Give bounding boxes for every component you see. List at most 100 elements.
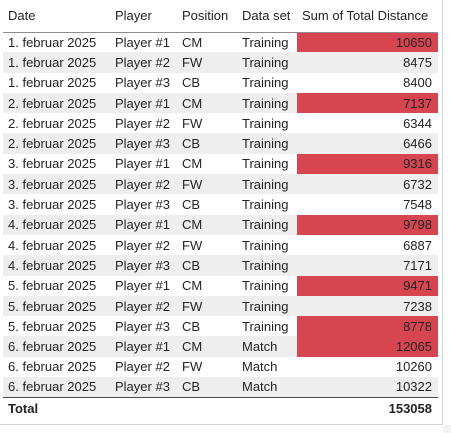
- player-cell: Player #1: [110, 32, 177, 53]
- total-empty-cell: [110, 396, 177, 420]
- player-cell: Player #3: [110, 72, 177, 93]
- data-set-cell: Training: [237, 52, 297, 73]
- table-row[interactable]: 4. februar 2025 Player #3 CB Training 7171: [3, 255, 438, 276]
- player-cell: Player #2: [110, 174, 177, 195]
- column-header-player[interactable]: Player: [110, 0, 177, 33]
- data-set-cell: Match: [237, 336, 297, 357]
- table-row[interactable]: 6. februar 2025 Player #2 FW Match 10260: [3, 356, 438, 378]
- total-distance-cell: 8778: [297, 316, 438, 337]
- position-cell: FW: [177, 52, 237, 73]
- data-set-cell: Training: [237, 214, 297, 235]
- data-set-cell: Training: [237, 113, 297, 134]
- position-cell: CB: [177, 316, 237, 337]
- table-row[interactable]: 1. februar 2025 Player #3 CB Training 8400: [3, 72, 438, 93]
- player-cell: Player #2: [110, 113, 177, 134]
- table-visual: Date Player Position Data set Sum of Tot…: [0, 0, 443, 425]
- player-cell: Player #1: [110, 92, 177, 114]
- table-row[interactable]: 3. februar 2025 Player #2 FW Training 6732: [3, 174, 438, 195]
- column-header-position[interactable]: Position: [177, 0, 237, 33]
- total-distance-cell: 9471: [297, 275, 438, 296]
- data-set-cell: Training: [237, 194, 297, 215]
- player-cell: Player #1: [110, 275, 177, 296]
- date-cell: 1. februar 2025: [3, 72, 110, 93]
- data-set-cell: Training: [237, 316, 297, 337]
- table-row[interactable]: 5. februar 2025 Player #3 CB Training 8778: [3, 316, 438, 337]
- total-distance-cell: 8475: [297, 52, 438, 73]
- data-set-cell: Training: [237, 92, 297, 114]
- date-cell: 3. februar 2025: [3, 174, 110, 195]
- total-distance-cell: 10260: [297, 356, 438, 378]
- total-row: Total 153058: [3, 396, 438, 420]
- total-distance-cell: 12065: [297, 336, 438, 357]
- table-row[interactable]: 3. februar 2025 Player #3 CB Training 7548: [3, 194, 438, 215]
- table-row[interactable]: 2. februar 2025 Player #3 CB Training 6466: [3, 133, 438, 154]
- player-cell: Player #1: [110, 214, 177, 235]
- player-cell: Player #2: [110, 234, 177, 256]
- total-distance-cell: 6344: [297, 113, 438, 134]
- position-cell: FW: [177, 356, 237, 378]
- table-row[interactable]: 4. februar 2025 Player #2 FW Training 6887: [3, 234, 438, 256]
- date-cell: 2. februar 2025: [3, 113, 110, 134]
- data-set-cell: Training: [237, 153, 297, 175]
- table-row[interactable]: 1. februar 2025 Player #2 FW Training 8475: [3, 52, 438, 73]
- total-distance-cell: 7238: [297, 295, 438, 317]
- position-cell: FW: [177, 295, 237, 317]
- total-distance-cell: 6466: [297, 133, 438, 154]
- position-cell: FW: [177, 113, 237, 134]
- table-body: 1. februar 2025 Player #1 CM Training 10650 1…: [3, 32, 438, 398]
- position-cell: CB: [177, 377, 237, 398]
- position-cell: CM: [177, 153, 237, 175]
- date-cell: 2. februar 2025: [3, 133, 110, 154]
- player-cell: Player #3: [110, 133, 177, 154]
- date-cell: 2. februar 2025: [3, 92, 110, 114]
- column-header-total-distance[interactable]: Sum of Total Distance: [297, 0, 438, 33]
- data-set-cell: Training: [237, 275, 297, 296]
- total-distance-cell: 8400: [297, 72, 438, 93]
- date-cell: 4. februar 2025: [3, 234, 110, 256]
- position-cell: CB: [177, 72, 237, 93]
- table-row[interactable]: 2. februar 2025 Player #2 FW Training 6344: [3, 113, 438, 134]
- date-cell: 6. februar 2025: [3, 336, 110, 357]
- date-cell: 5. februar 2025: [3, 316, 110, 337]
- player-cell: Player #2: [110, 295, 177, 317]
- date-cell: 5. februar 2025: [3, 295, 110, 317]
- position-cell: CM: [177, 336, 237, 357]
- table-row[interactable]: 3. februar 2025 Player #1 CM Training 9316: [3, 153, 438, 175]
- date-cell: 3. februar 2025: [3, 153, 110, 175]
- total-distance-cell: 7548: [297, 194, 438, 215]
- column-header-data-set[interactable]: Data set: [237, 0, 297, 33]
- table-row[interactable]: 6. februar 2025 Player #3 CB Match 10322: [3, 377, 438, 398]
- data-set-cell: Match: [237, 377, 297, 398]
- player-cell: Player #1: [110, 336, 177, 357]
- player-cell: Player #3: [110, 316, 177, 337]
- table-row[interactable]: 2. februar 2025 Player #1 CM Training 7137: [3, 92, 438, 114]
- table-row[interactable]: 5. februar 2025 Player #1 CM Training 9471: [3, 275, 438, 296]
- total-distance-cell: 6732: [297, 174, 438, 195]
- column-header-date[interactable]: Date: [3, 0, 110, 33]
- position-cell: CM: [177, 32, 237, 53]
- total-empty-cell: [177, 396, 237, 420]
- date-cell: 4. februar 2025: [3, 214, 110, 235]
- date-cell: 6. februar 2025: [3, 356, 110, 378]
- table-row[interactable]: 5. februar 2025 Player #2 FW Training 7238: [3, 295, 438, 317]
- position-cell: CB: [177, 255, 237, 276]
- data-set-cell: Training: [237, 32, 297, 53]
- position-cell: CM: [177, 92, 237, 114]
- date-cell: 5. februar 2025: [3, 275, 110, 296]
- total-distance-cell: 6887: [297, 234, 438, 256]
- data-set-cell: Training: [237, 234, 297, 256]
- table-row[interactable]: 4. februar 2025 Player #1 CM Training 9798: [3, 214, 438, 235]
- total-distance-value: 153058: [297, 396, 438, 420]
- date-cell: 1. februar 2025: [3, 52, 110, 73]
- table-row[interactable]: 6. februar 2025 Player #1 CM Match 12065: [3, 336, 438, 357]
- position-cell: FW: [177, 234, 237, 256]
- date-cell: 4. februar 2025: [3, 255, 110, 276]
- data-set-cell: Training: [237, 255, 297, 276]
- player-cell: Player #1: [110, 153, 177, 175]
- total-distance-cell: 9798: [297, 214, 438, 235]
- total-distance-cell: 7171: [297, 255, 438, 276]
- table-row[interactable]: 1. februar 2025 Player #1 CM Training 10650: [3, 32, 438, 53]
- data-set-cell: Training: [237, 174, 297, 195]
- player-cell: Player #2: [110, 356, 177, 378]
- position-cell: FW: [177, 174, 237, 195]
